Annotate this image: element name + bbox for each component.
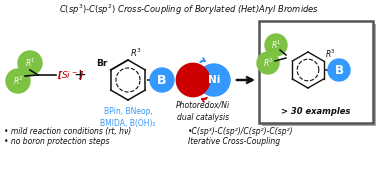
Circle shape [177, 64, 209, 96]
FancyBboxPatch shape [262, 24, 376, 126]
Text: •C(sp³)-C(sp²)/C(sp²)-C(sp²): •C(sp³)-C(sp²)/C(sp²)-C(sp²) [188, 127, 294, 136]
Text: • no boron protection steps: • no boron protection steps [4, 137, 110, 146]
Circle shape [150, 68, 174, 92]
Text: $h\nu$: $h\nu$ [186, 74, 200, 86]
Text: [$Si^-$]: [$Si^-$] [57, 69, 84, 81]
Text: $R^1$: $R^1$ [25, 57, 36, 69]
Text: Ni: Ni [208, 75, 220, 85]
Text: Br: Br [96, 59, 108, 68]
Circle shape [265, 34, 287, 56]
FancyBboxPatch shape [259, 21, 373, 123]
Circle shape [6, 69, 30, 93]
Circle shape [257, 52, 279, 74]
Text: $R^1$: $R^1$ [271, 39, 282, 51]
Circle shape [198, 64, 230, 96]
Circle shape [18, 51, 42, 75]
Text: $C(sp^3)$-$C(sp^2)$ Cross-Coupling of Borylated (Het)Aryl Bromides: $C(sp^3)$-$C(sp^2)$ Cross-Coupling of Bo… [59, 3, 319, 17]
Text: • mild reaction conditions (rt, hν): • mild reaction conditions (rt, hν) [4, 127, 131, 136]
Circle shape [328, 59, 350, 81]
Text: > 30 examples: > 30 examples [281, 107, 351, 116]
Text: +: + [74, 68, 87, 83]
Text: $R^2$: $R^2$ [263, 57, 273, 69]
Text: BPin, BNeop,
BMIDA, B(OH)₂: BPin, BNeop, BMIDA, B(OH)₂ [100, 107, 156, 128]
Text: Iterative Cross-Coupling: Iterative Cross-Coupling [188, 137, 280, 146]
Text: $R^2$: $R^2$ [12, 75, 23, 87]
Text: $R^3$: $R^3$ [325, 48, 336, 60]
Text: B: B [157, 74, 167, 87]
Text: $R^3$: $R^3$ [130, 47, 142, 59]
FancyArrowPatch shape [200, 58, 205, 62]
FancyArrowPatch shape [202, 98, 207, 102]
Text: B: B [335, 64, 344, 76]
Text: Photoredox/Ni
dual catalysis: Photoredox/Ni dual catalysis [176, 101, 230, 122]
